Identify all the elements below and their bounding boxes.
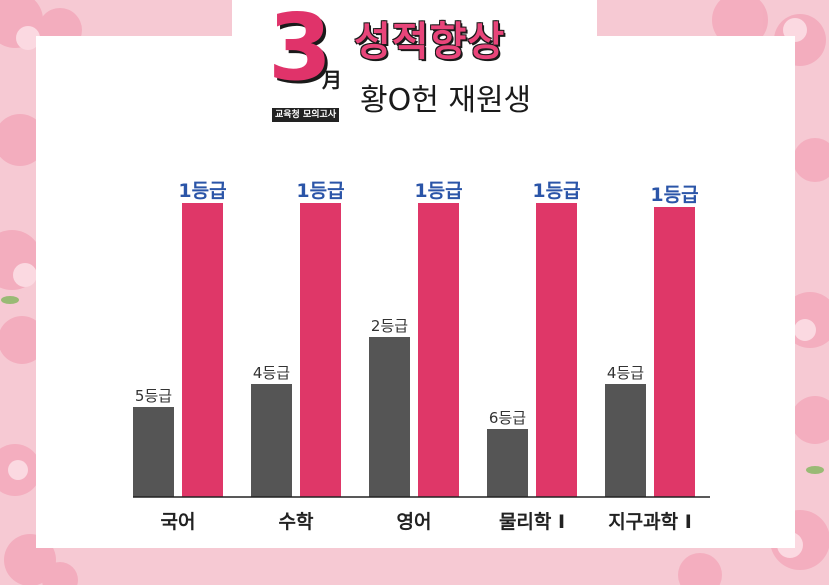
category-label: 수학 — [279, 511, 314, 533]
before-grade-label: 2등급 — [371, 317, 408, 335]
before-bar — [133, 407, 174, 497]
before-grade-label: 4등급 — [607, 364, 644, 382]
before-bar — [251, 384, 292, 497]
after-grade-label: 1등급 — [414, 180, 462, 202]
before-bar — [605, 384, 646, 497]
header-band — [232, 0, 597, 40]
after-grade-label: 1등급 — [296, 180, 344, 202]
before-bar — [369, 337, 410, 497]
after-bar — [654, 207, 695, 497]
exam-badge: 교육청 모의고사 — [272, 108, 340, 122]
before-bar — [487, 429, 528, 497]
after-grade-label: 1등급 — [650, 184, 698, 206]
month-number: 3 3 — [268, 0, 335, 104]
after-bar — [536, 203, 577, 497]
student-name: 황O헌 재원생 — [360, 83, 532, 118]
after-grade-label: 1등급 — [178, 180, 226, 202]
category-label: 국어 — [161, 511, 196, 533]
category-label: 영어 — [397, 511, 432, 533]
after-grade-label: 1등급 — [532, 180, 580, 202]
category-label: 물리학 I — [499, 511, 565, 533]
month-char: 月 — [322, 68, 342, 92]
category-label: 지구과학 I — [608, 511, 692, 533]
after-bar — [418, 203, 459, 497]
headline: 성적향상 — [354, 19, 506, 65]
before-grade-label: 5등급 — [135, 387, 172, 405]
before-grade-label: 6등급 — [489, 409, 526, 427]
before-grade-label: 4등급 — [253, 364, 290, 382]
after-bar — [300, 203, 341, 497]
after-bar — [182, 203, 223, 497]
